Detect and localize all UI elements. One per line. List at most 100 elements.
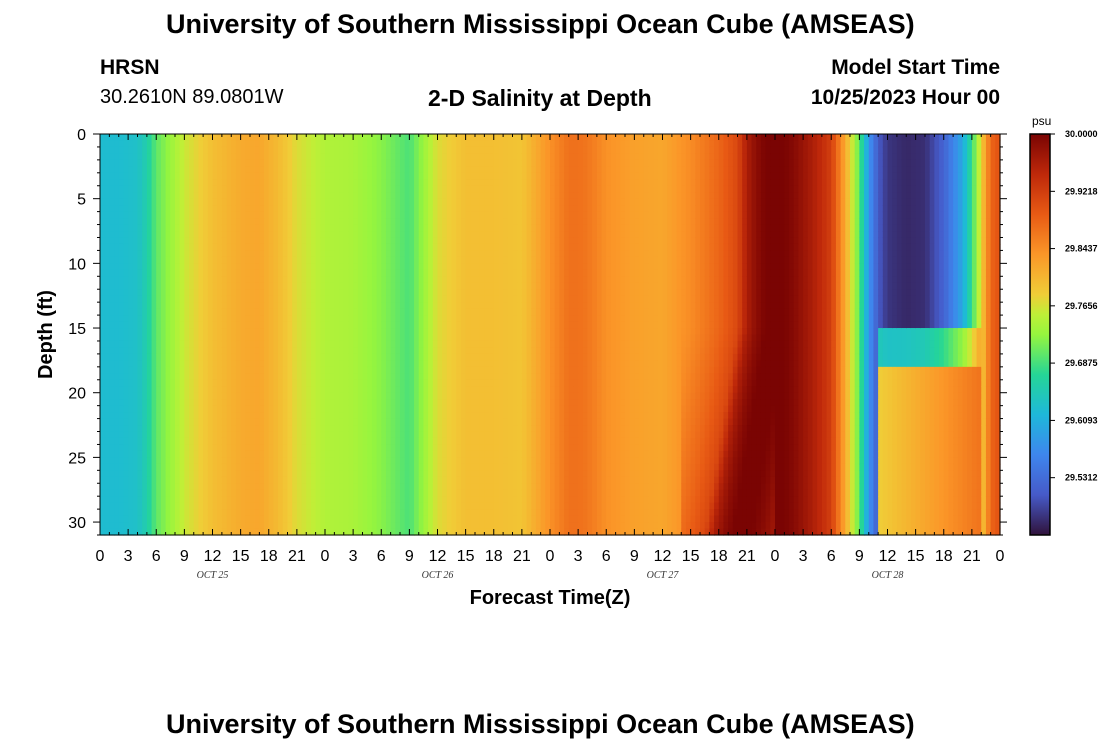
heatmap-cell bbox=[118, 457, 125, 465]
heatmap-cell bbox=[231, 289, 237, 297]
heatmap-cell bbox=[343, 444, 350, 452]
heatmap-cell bbox=[470, 198, 476, 206]
heatmap-cell bbox=[451, 328, 457, 336]
heatmap-cell bbox=[320, 282, 326, 290]
heatmap-cell bbox=[250, 289, 256, 297]
heatmap-cell bbox=[395, 470, 401, 478]
heatmap-cell bbox=[245, 444, 251, 452]
heatmap-cell bbox=[418, 412, 425, 420]
heatmap-cell bbox=[437, 179, 443, 187]
heatmap-cell bbox=[376, 502, 382, 510]
heatmap-cell bbox=[235, 263, 242, 271]
heatmap-cell bbox=[142, 263, 148, 271]
heatmap-cell bbox=[123, 146, 129, 155]
heatmap-cell bbox=[100, 269, 106, 277]
heatmap-cell bbox=[179, 509, 185, 517]
heatmap-cell bbox=[203, 373, 209, 381]
heatmap-cell bbox=[456, 315, 462, 323]
heatmap-cell bbox=[118, 450, 125, 458]
heatmap-cell bbox=[320, 444, 326, 452]
heatmap-cell bbox=[381, 146, 387, 155]
heatmap-cell bbox=[114, 328, 120, 336]
heatmap-cell bbox=[414, 360, 420, 368]
heatmap-cell bbox=[170, 476, 176, 484]
heatmap-cell bbox=[320, 483, 326, 491]
heatmap-cell bbox=[165, 218, 171, 226]
heatmap-cell bbox=[343, 412, 350, 420]
heatmap-cell bbox=[287, 159, 293, 167]
heatmap-cell bbox=[390, 153, 396, 161]
heatmap-cell bbox=[428, 483, 434, 491]
heatmap-cell bbox=[381, 263, 387, 271]
heatmap-cell bbox=[165, 179, 171, 187]
heatmap-cell bbox=[128, 237, 134, 245]
heatmap-cell bbox=[217, 509, 223, 517]
heatmap-cell bbox=[325, 418, 331, 426]
heatmap-cell bbox=[240, 315, 246, 323]
heatmap-cell bbox=[231, 431, 237, 439]
heatmap-cell bbox=[264, 172, 270, 180]
heatmap-cell bbox=[170, 185, 176, 193]
heatmap-cell bbox=[207, 328, 214, 336]
heatmap-cell bbox=[404, 289, 410, 297]
heatmap-cell bbox=[315, 224, 321, 232]
heatmap-cell bbox=[217, 243, 223, 252]
heatmap-cell bbox=[198, 502, 204, 510]
heatmap-cell bbox=[100, 166, 106, 174]
heatmap-cell bbox=[189, 379, 195, 387]
heatmap-cell bbox=[428, 360, 434, 368]
heatmap-cell bbox=[137, 302, 143, 310]
heatmap-cell bbox=[376, 399, 382, 407]
heatmap-cell bbox=[151, 134, 157, 142]
heatmap-cell bbox=[301, 243, 307, 252]
heatmap-cell bbox=[423, 243, 429, 252]
heatmap-cell bbox=[268, 425, 275, 433]
heatmap-cell bbox=[292, 185, 298, 193]
heatmap-cell bbox=[376, 302, 382, 310]
heatmap-cell bbox=[418, 405, 425, 413]
heatmap-cell bbox=[198, 386, 204, 394]
heatmap-cell bbox=[146, 256, 153, 264]
heatmap-cell bbox=[451, 276, 457, 284]
heatmap-cell bbox=[235, 528, 242, 536]
heatmap-cell bbox=[390, 496, 396, 504]
heatmap-cell bbox=[320, 366, 326, 374]
heatmap-cell bbox=[348, 192, 354, 200]
heatmap-cell bbox=[156, 392, 162, 400]
heatmap-cell bbox=[146, 159, 153, 167]
heatmap-cell bbox=[250, 334, 256, 342]
heatmap-cell bbox=[292, 276, 298, 284]
heatmap-cell bbox=[165, 256, 171, 264]
heatmap-cell bbox=[146, 353, 153, 361]
heatmap-cell bbox=[446, 224, 453, 232]
heatmap-cell bbox=[465, 250, 471, 258]
heatmap-cell bbox=[137, 224, 143, 232]
heatmap-cell bbox=[114, 476, 120, 484]
heatmap-cell bbox=[339, 437, 345, 446]
heatmap-cell bbox=[306, 302, 312, 310]
heatmap-cell bbox=[353, 185, 359, 193]
heatmap-cell bbox=[451, 405, 457, 413]
heatmap-cell bbox=[306, 412, 312, 420]
heatmap-cell bbox=[128, 231, 134, 239]
heatmap-cell bbox=[418, 192, 425, 200]
heatmap-cell bbox=[240, 509, 246, 517]
heatmap-cell bbox=[189, 269, 195, 277]
station-coordinates: 30.2610N 89.0801W bbox=[100, 86, 284, 108]
heatmap-cell bbox=[245, 153, 251, 161]
heatmap-cell bbox=[132, 276, 139, 284]
heatmap-cell bbox=[128, 295, 134, 303]
heatmap-cell bbox=[325, 237, 331, 245]
heatmap-cell bbox=[446, 328, 453, 336]
heatmap-cell bbox=[446, 243, 453, 252]
heatmap-cell bbox=[132, 418, 139, 426]
heatmap-cell bbox=[235, 457, 242, 465]
heatmap-cell bbox=[339, 192, 345, 200]
heatmap-cell bbox=[137, 444, 143, 452]
heatmap-cell bbox=[132, 179, 139, 187]
heatmap-cell bbox=[184, 463, 190, 471]
heatmap-cell bbox=[221, 489, 228, 497]
heatmap-cell bbox=[446, 483, 453, 491]
heatmap-cell bbox=[343, 509, 350, 517]
heatmap-cell bbox=[123, 269, 129, 277]
